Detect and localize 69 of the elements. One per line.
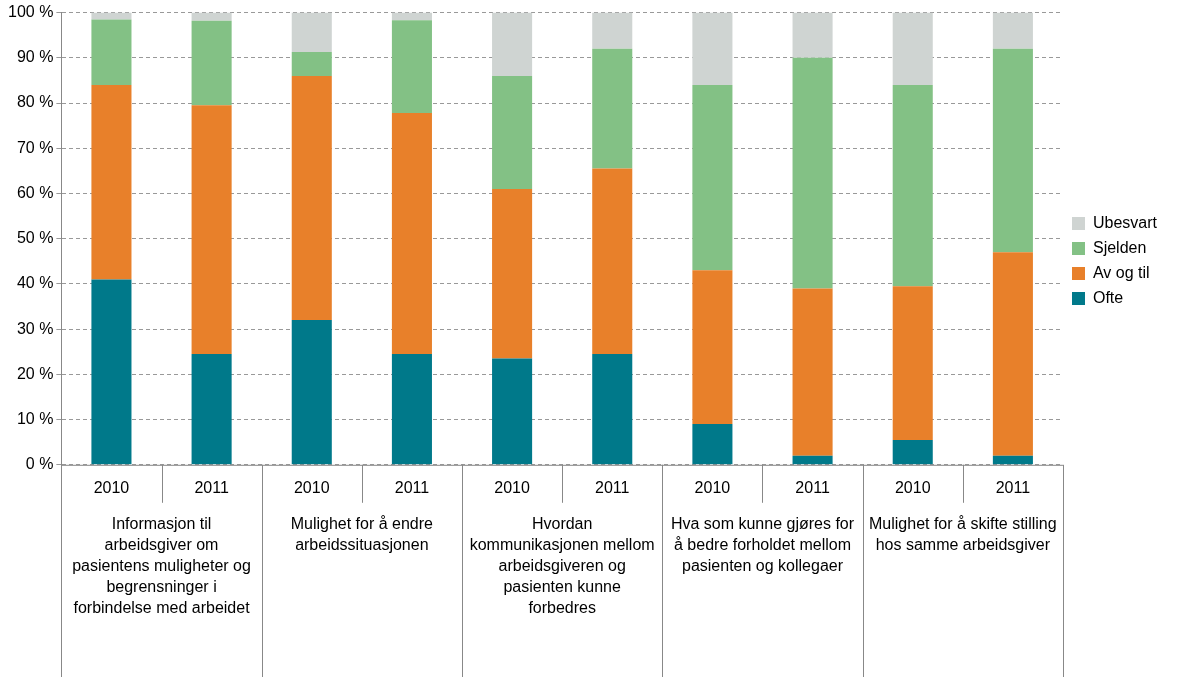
bar [892,439,933,465]
x-tick-label: 2011 [194,478,229,496]
x-tick-label: 2010 [494,478,530,496]
text: Hvordan kommunikasjonen mellom arbeidsgiveren og pasienten kunne forbedres [469,515,655,617]
bar [191,354,232,465]
bar [792,455,833,465]
x-tick-label: 2010 [694,478,731,496]
bar [191,20,232,106]
bar [191,105,232,355]
x-tick-label: 2010 [293,478,330,496]
text: Informasjon til arbeidsgiver om pasientens muligheter og begrensninger i forbindelse med arbeidet [72,515,251,617]
bar [291,51,332,76]
x-tick-label: 2011 [595,478,630,496]
bar [391,20,432,113]
y-tick-label: 50 % [16,229,54,247]
y-tick-label: 80 % [16,93,54,111]
bar [692,424,733,465]
bar [692,12,733,85]
text: Mulighet for å endre arbeidssituasjonen [290,515,434,554]
y-tick-label: 20 % [16,364,54,382]
y-tick-label: 10 % [16,409,54,427]
bar [692,270,733,425]
y-tick-label: 70 % [16,138,54,156]
text: Hva som kunne gjøres for å bedre forholdet mellom pasienten og kollegaer [670,515,855,575]
y-tick-label: 90 % [16,48,54,66]
bar [91,19,132,85]
bar [992,252,1033,456]
legend-label: Sjelden [1092,238,1147,256]
legend-label: Ofte [1092,288,1124,306]
bar [792,12,833,58]
bar [492,188,533,359]
bar [692,84,733,271]
bar [992,48,1033,253]
legend-label: Ubesvart [1092,213,1158,231]
bar [592,12,633,49]
y-tick-label: 30 % [16,319,54,337]
bar [792,57,833,289]
x-tick-label: 2011 [394,478,430,496]
bar [91,279,132,465]
y-tick-label: 0 % [25,455,54,473]
bar [592,168,633,355]
x-tick-label: 2010 [894,478,931,496]
bar [291,75,332,321]
y-tick-label: 100 % [7,3,54,21]
bar [992,455,1033,465]
bar [391,354,432,465]
bar [291,12,332,52]
bar [792,288,833,456]
bar [892,12,933,85]
bar [892,84,933,287]
x-tick-label: 2011 [795,478,830,496]
bar [291,320,332,465]
bar [191,12,232,21]
bar [892,286,933,440]
bar [592,354,633,465]
y-tick-label: 40 % [16,274,54,292]
x-tick-label: 2010 [93,478,130,496]
bar [492,12,533,76]
bar [391,112,432,355]
y-tick-label: 60 % [16,183,54,201]
legend-label: Av og til [1092,263,1150,281]
bar [992,12,1033,49]
bar [391,12,432,21]
x-tick-label: 2011 [995,478,1031,496]
bar [592,48,633,169]
bar [492,358,533,465]
bar [492,75,533,189]
bar [91,84,132,280]
text: Mulighet for å skifte stilling hos samme arbeidsgiver [869,515,1057,554]
